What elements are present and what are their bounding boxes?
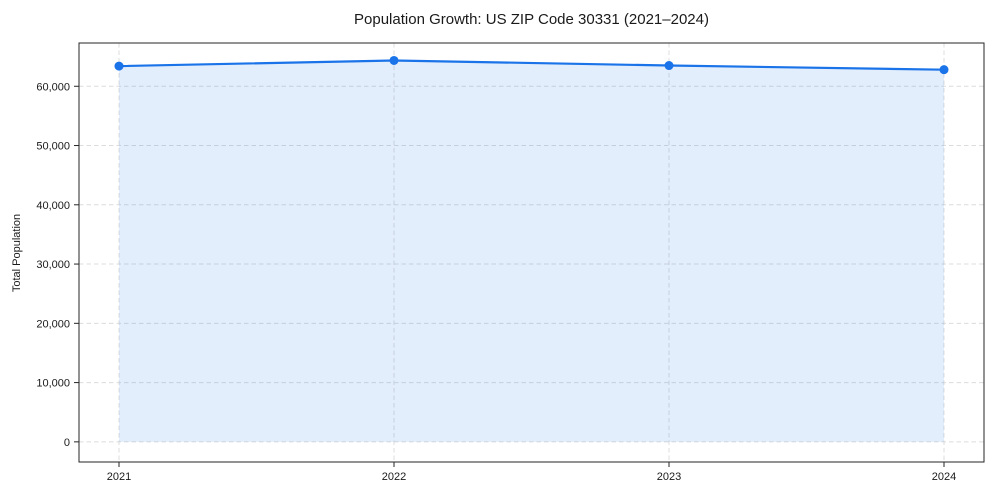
y-tick-label: 40,000 [36, 200, 70, 212]
x-tick-labels: 2021 2022 2023 2024 [107, 471, 956, 483]
data-point-2024 [939, 65, 949, 75]
axes-box [78, 42, 985, 463]
axes-spines [78, 42, 985, 463]
data-point-2022 [389, 55, 399, 65]
y-tick-labels: 0 10,000 20,000 30,000 40,000 50,000 60,000 [36, 81, 70, 449]
x-tick-label: 2023 [657, 471, 681, 483]
line-series [117, 59, 946, 71]
chart-title: Population Growth: US ZIP Code 30331 (20… [354, 11, 709, 28]
data-points [114, 55, 949, 75]
y-tick-label: 50,000 [36, 141, 70, 153]
y-tick-label: 20,000 [36, 318, 70, 330]
data-point-2023 [664, 61, 674, 71]
y-tick-label: 30,000 [36, 259, 70, 271]
data-point-2021 [114, 61, 124, 71]
y-tick-label: 0 [64, 437, 70, 449]
x-tick-label: 2021 [107, 471, 131, 483]
gridlines [79, 43, 984, 462]
y-tick-label: 10,000 [36, 378, 70, 390]
x-tick-label: 2022 [382, 471, 406, 483]
area-fill [119, 60, 944, 442]
y-tick-label: 60,000 [36, 81, 70, 93]
x-tick-label: 2024 [932, 471, 956, 483]
tick-marks [74, 85, 945, 467]
series-area-fill [119, 60, 944, 442]
series-line [117, 59, 946, 71]
